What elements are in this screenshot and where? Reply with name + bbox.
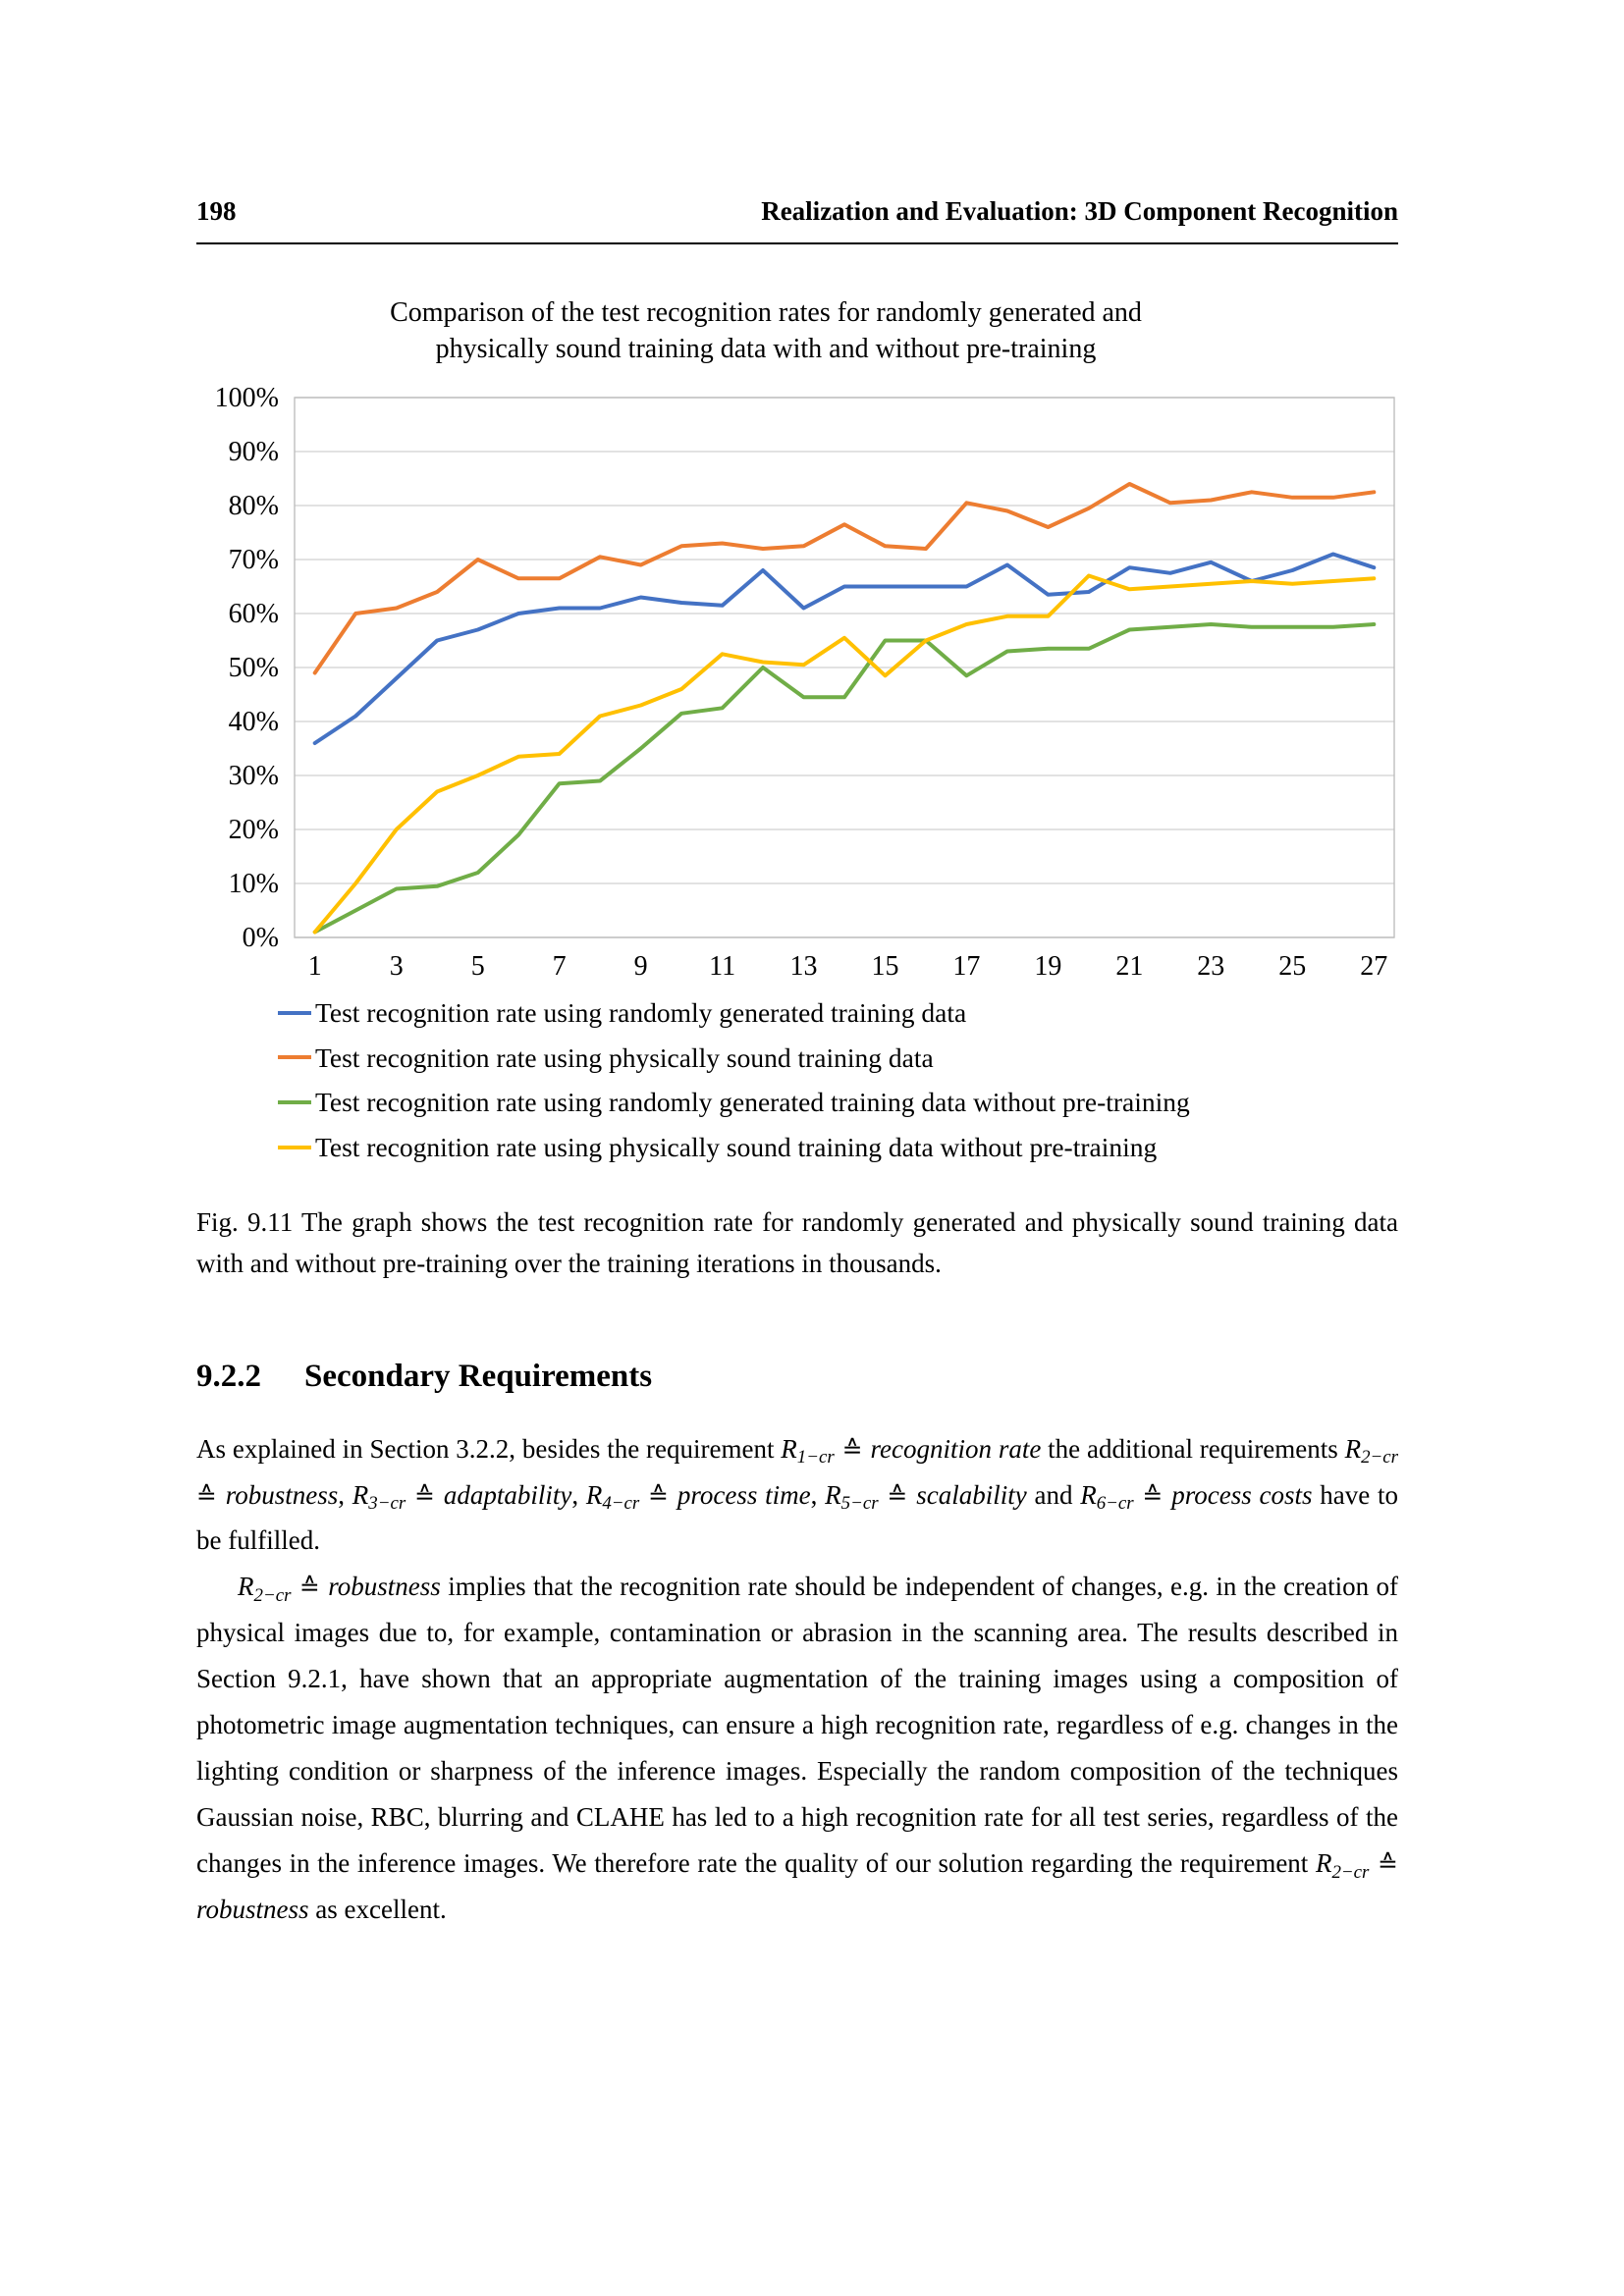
svg-text:5: 5 [471,951,485,979]
svg-text:13: 13 [790,951,818,979]
chart-legend: Test recognition rate using randomly gen… [278,990,1399,1170]
svg-text:80%: 80% [229,491,279,521]
svg-text:25: 25 [1278,951,1306,979]
section-number: 9.2.2 [196,1358,261,1394]
text-segment: , [571,1479,586,1510]
text-segment: R [825,1479,841,1510]
svg-text:17: 17 [952,951,980,979]
page-number: 198 [196,196,237,226]
text-segment: 2−cr [1331,1861,1370,1883]
text-segment: , [338,1479,352,1510]
legend-label: Test recognition rate using physically s… [315,1041,934,1073]
legend-item: Test recognition rate using randomly gen… [278,990,1399,1036]
svg-text:70%: 70% [229,545,279,575]
text-segment: ≙ [1369,1849,1398,1879]
text-segment: R [781,1433,797,1464]
text-segment: recognition rate [870,1433,1042,1464]
text-segment: ≙ [291,1573,329,1602]
text-segment: robustness [196,1895,309,1925]
svg-text:27: 27 [1360,951,1387,979]
text-segment: the additional requirements [1041,1433,1345,1464]
svg-text:90%: 90% [229,437,279,467]
legend-item: Test recognition rate using randomly gen… [278,1080,1399,1125]
legend-label: Test recognition rate using randomly gen… [315,996,967,1028]
text-segment: ≙ [834,1434,871,1464]
running-title: Realization and Evaluation: 3D Component… [761,196,1398,226]
chart-title: Comparison of the test recognition rates… [133,295,1399,368]
text-segment: ≙ [878,1480,917,1510]
section-heading: 9.2.2 Secondary Requirements [196,1359,1398,1395]
text-segment: ≙ [639,1480,677,1510]
legend-label: Test recognition rate using physically s… [315,1131,1158,1162]
text-segment: 6−cr [1096,1492,1134,1514]
paragraph-requirements: As explained in Section 3.2.2, besides t… [196,1426,1398,1565]
text-segment: and [1026,1479,1081,1510]
legend-item: Test recognition rate using physically s… [278,1036,1399,1081]
legend-item: Test recognition rate using physically s… [278,1125,1399,1170]
text-segment: scalability [916,1479,1027,1510]
svg-text:3: 3 [390,951,404,979]
legend-line-swatch [278,1145,311,1149]
chart-title-line1: Comparison of the test recognition rates… [390,297,1142,328]
legend-label: Test recognition rate using randomly gen… [315,1087,1190,1118]
page-header: 198 Realization and Evaluation: 3D Compo… [196,196,1398,244]
svg-text:60%: 60% [229,599,279,629]
text-segment: As explained in Section 3.2.2, besides t… [196,1433,782,1464]
svg-text:10%: 10% [229,869,279,899]
svg-text:20%: 20% [229,815,279,845]
svg-text:7: 7 [553,951,567,979]
text-segment: R [238,1572,254,1602]
text-segment: R [585,1479,603,1510]
line-chart: 0%10%20%30%40%50%60%70%80%90%100%1 3 5 7 9 11… [215,384,1395,979]
legend-line-swatch [278,1010,311,1015]
figure-caption: Fig. 9.11 The graph shows the test recog… [196,1207,1398,1278]
text-segment: process costs [1171,1479,1313,1510]
text-segment: 2−cr [253,1584,292,1606]
svg-text:40%: 40% [229,707,279,737]
text-segment: 5−cr [840,1492,879,1514]
text-segment: have to be fulfilled. [196,1479,1399,1556]
text-segment: 4−cr [602,1492,640,1514]
text-segment: , [810,1479,826,1510]
text-segment: R [352,1479,369,1510]
legend-line-swatch [278,1100,311,1104]
text-segment: 3−cr [368,1492,406,1514]
text-segment: R [1080,1479,1097,1510]
svg-text:9: 9 [634,951,648,979]
text-segment: 1−cr [796,1446,835,1468]
svg-text:100%: 100% [215,384,279,413]
text-segment: process time [677,1479,811,1510]
figure-9-11: Comparison of the test recognition rates… [133,295,1399,1169]
text-segment: robustness [225,1479,339,1510]
svg-text:0%: 0% [243,923,279,953]
svg-text:21: 21 [1115,951,1143,979]
text-segment: R [1315,1848,1332,1879]
svg-text:15: 15 [872,951,899,979]
text-segment: ≙ [1133,1480,1172,1510]
svg-text:11: 11 [709,951,735,979]
text-segment: adaptability [443,1479,572,1510]
text-segment: 2−cr [1361,1446,1398,1468]
text-segment: R [1344,1433,1362,1464]
text-segment: as excellent. [308,1895,447,1925]
svg-text:30%: 30% [229,761,279,791]
paragraph-robustness: R2−cr ≙ robustness implies that the reco… [196,1564,1398,1933]
svg-text:50%: 50% [229,653,279,683]
chart-title-line2: physically sound training data with and … [435,333,1097,364]
section-title: Secondary Requirements [304,1358,653,1394]
text-segment: robustness [328,1572,441,1602]
svg-text:19: 19 [1034,951,1061,979]
svg-text:23: 23 [1197,951,1224,979]
text-segment: ≙ [406,1480,444,1510]
text-segment: ≙ [196,1480,226,1510]
text-segment: implies that the recognition rate should… [196,1572,1398,1879]
svg-text:1: 1 [308,951,322,979]
legend-line-swatch [278,1055,311,1060]
